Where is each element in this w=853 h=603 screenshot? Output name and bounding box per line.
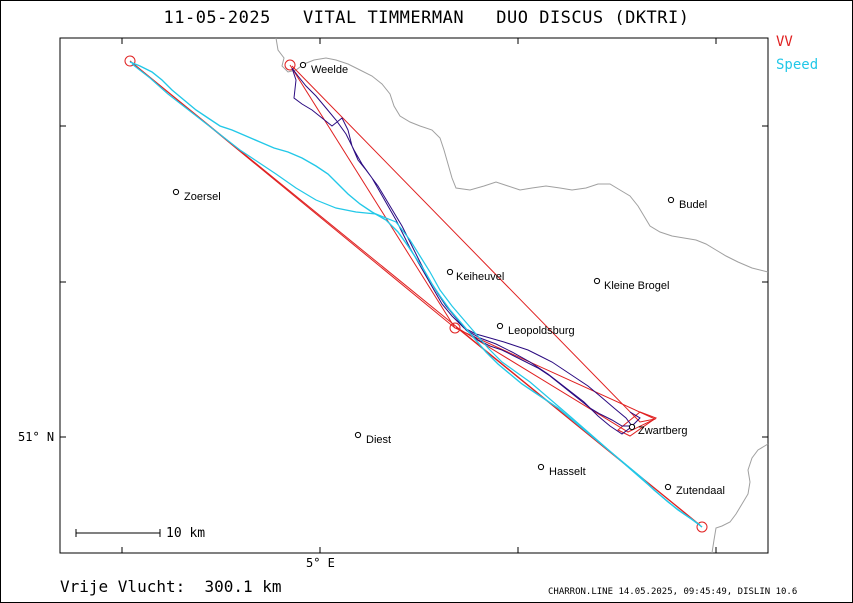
longitude-label: 5° E [306, 556, 335, 570]
turnpoint-markers [124, 55, 708, 533]
axis-ticks [60, 38, 768, 553]
country-border-south [711, 443, 769, 554]
place-labels: Weelde Zoersel Budel Keiheuvel Kleine Br… [184, 64, 725, 497]
place-label: Keiheuvel [456, 271, 504, 283]
scale-label: 10 km [166, 526, 206, 541]
place-label: Diest [366, 434, 391, 446]
place-label: Weelde [311, 64, 348, 76]
flight-track [291, 67, 633, 427]
legend-speed: Speed [776, 57, 819, 73]
place-label: Leopoldsburg [508, 325, 575, 337]
speed-track-2 [131, 63, 701, 526]
map-frame [59, 37, 769, 554]
place-label: Zwartberg [638, 425, 688, 437]
place-label: Kleine Brogel [604, 280, 669, 292]
place-label: Budel [679, 199, 707, 211]
place-label: Zutendaal [676, 485, 725, 497]
distance-text: Vrije Vlucht: 300.1 km [60, 577, 282, 596]
country-border [275, 37, 769, 273]
place-label: Zoersel [184, 191, 221, 203]
legend-vv: VV [776, 34, 793, 50]
latitude-label: 51° N [18, 430, 55, 444]
place-dots [172, 61, 675, 491]
credits-text: CHARRON.LINE 14.05.2025, 09:45:49, DISLI… [548, 587, 798, 597]
flight-title: 11-05-2025 VITAL TIMMERMAN DUO DISCUS (D… [163, 8, 690, 28]
place-label: Hasselt [549, 466, 586, 478]
scale-bar [75, 529, 161, 537]
flight-track-return [465, 329, 641, 435]
